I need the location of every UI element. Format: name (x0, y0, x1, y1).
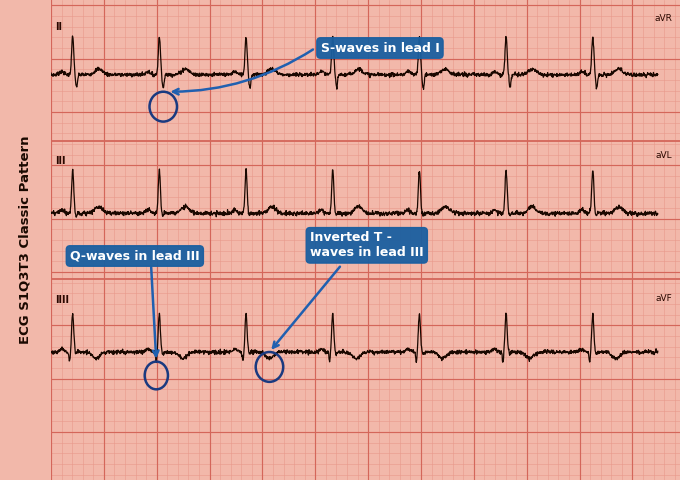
Text: aVR: aVR (655, 14, 673, 24)
Text: ECG S1Q3T3 Classic Pattern: ECG S1Q3T3 Classic Pattern (19, 136, 32, 344)
Text: Inverted T -
waves in lead III: Inverted T - waves in lead III (310, 231, 424, 259)
Text: IIII: IIII (55, 295, 69, 305)
Text: aVF: aVF (656, 294, 673, 303)
Text: Q-waves in lead III: Q-waves in lead III (70, 250, 200, 263)
Text: III: III (55, 156, 66, 166)
Text: aVL: aVL (656, 151, 673, 160)
Text: II: II (55, 22, 63, 32)
Text: S-waves in lead I: S-waves in lead I (320, 41, 439, 55)
